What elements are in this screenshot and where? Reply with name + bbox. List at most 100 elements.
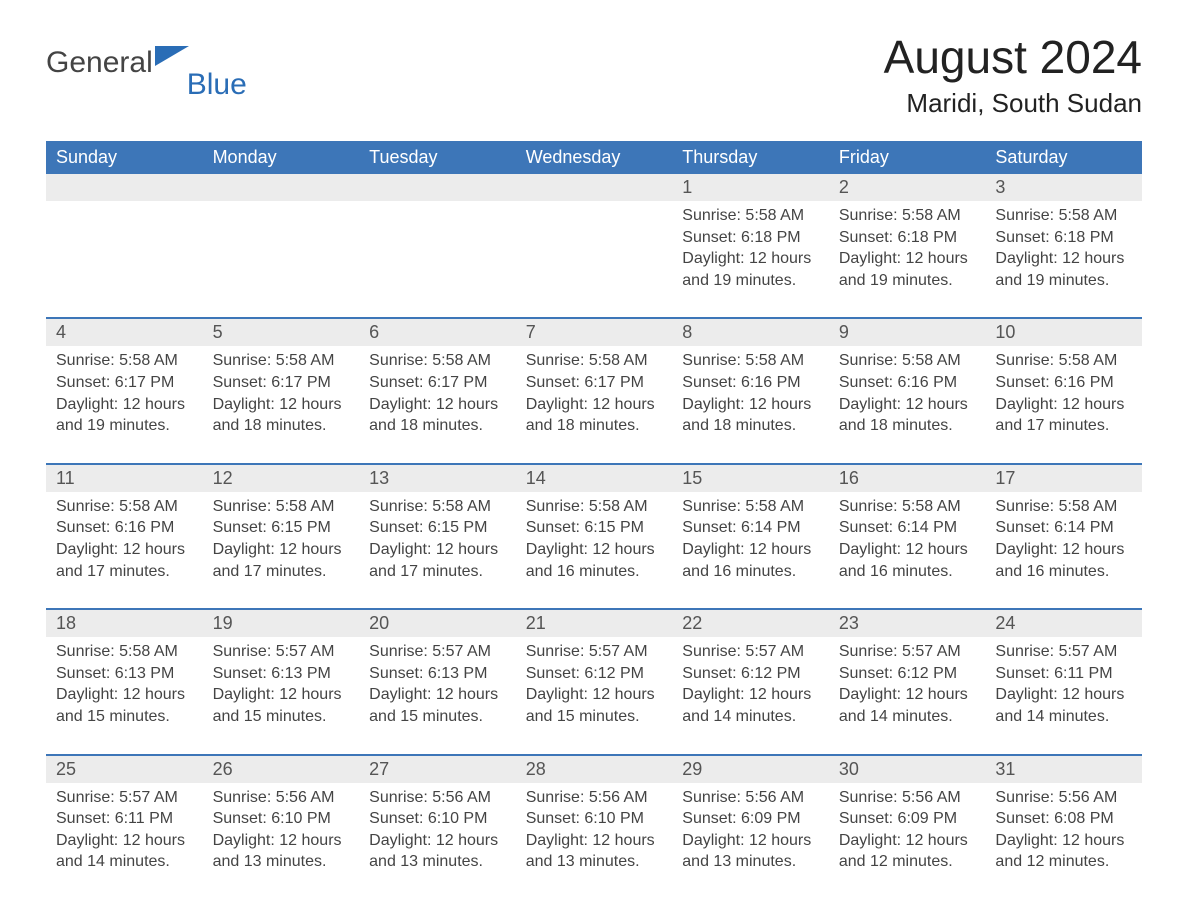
sunrise-text: Sunrise: 5:58 AM <box>213 496 350 518</box>
sunrise-text: Sunrise: 5:57 AM <box>369 641 506 663</box>
top-bar: General Blue August 2024 Maridi, South S… <box>46 30 1142 119</box>
daylight-text: Daylight: 12 hours and 19 minutes. <box>56 394 193 437</box>
day-number <box>46 174 203 201</box>
daylight-text: Daylight: 12 hours and 14 minutes. <box>682 684 819 727</box>
sunrise-text: Sunrise: 5:58 AM <box>682 350 819 372</box>
sunset-text: Sunset: 6:17 PM <box>526 372 663 394</box>
day-cell <box>359 201 516 299</box>
day-number: 21 <box>516 610 673 637</box>
day-cell: Sunrise: 5:57 AMSunset: 6:13 PMDaylight:… <box>203 637 360 735</box>
day-cell <box>203 201 360 299</box>
day-number: 10 <box>985 319 1142 346</box>
daylight-text: Daylight: 12 hours and 18 minutes. <box>213 394 350 437</box>
day-number <box>359 174 516 201</box>
calendar-week: 11121314151617Sunrise: 5:58 AMSunset: 6:… <box>46 463 1142 590</box>
sunrise-text: Sunrise: 5:56 AM <box>682 787 819 809</box>
day-cell: Sunrise: 5:56 AMSunset: 6:10 PMDaylight:… <box>516 783 673 881</box>
daylight-text: Daylight: 12 hours and 18 minutes. <box>839 394 976 437</box>
sunrise-text: Sunrise: 5:56 AM <box>526 787 663 809</box>
sunset-text: Sunset: 6:11 PM <box>995 663 1132 685</box>
sunset-text: Sunset: 6:16 PM <box>995 372 1132 394</box>
day-number: 11 <box>46 465 203 492</box>
sunrise-text: Sunrise: 5:58 AM <box>995 496 1132 518</box>
daylight-text: Daylight: 12 hours and 13 minutes. <box>369 830 506 873</box>
sunset-text: Sunset: 6:15 PM <box>213 517 350 539</box>
sunrise-text: Sunrise: 5:56 AM <box>839 787 976 809</box>
day-number: 31 <box>985 756 1142 783</box>
daylight-text: Daylight: 12 hours and 19 minutes. <box>995 248 1132 291</box>
sunrise-text: Sunrise: 5:58 AM <box>56 496 193 518</box>
day-number: 19 <box>203 610 360 637</box>
daylight-text: Daylight: 12 hours and 18 minutes. <box>682 394 819 437</box>
dow-tuesday: Tuesday <box>359 141 516 174</box>
daynum-row: 11121314151617 <box>46 465 1142 492</box>
day-number <box>516 174 673 201</box>
sunset-text: Sunset: 6:10 PM <box>213 808 350 830</box>
day-cell: Sunrise: 5:58 AMSunset: 6:18 PMDaylight:… <box>829 201 986 299</box>
day-number: 22 <box>672 610 829 637</box>
calendar-week: 25262728293031Sunrise: 5:57 AMSunset: 6:… <box>46 754 1142 881</box>
sunset-text: Sunset: 6:16 PM <box>839 372 976 394</box>
daylight-text: Daylight: 12 hours and 17 minutes. <box>995 394 1132 437</box>
daylight-text: Daylight: 12 hours and 13 minutes. <box>526 830 663 873</box>
daylight-text: Daylight: 12 hours and 18 minutes. <box>369 394 506 437</box>
day-number: 28 <box>516 756 673 783</box>
daylight-text: Daylight: 12 hours and 19 minutes. <box>682 248 819 291</box>
sunrise-text: Sunrise: 5:57 AM <box>682 641 819 663</box>
day-cell: Sunrise: 5:56 AMSunset: 6:10 PMDaylight:… <box>203 783 360 881</box>
day-number: 20 <box>359 610 516 637</box>
sunset-text: Sunset: 6:15 PM <box>526 517 663 539</box>
daylight-text: Daylight: 12 hours and 12 minutes. <box>995 830 1132 873</box>
title-block: August 2024 Maridi, South Sudan <box>884 30 1142 119</box>
day-cell: Sunrise: 5:57 AMSunset: 6:11 PMDaylight:… <box>46 783 203 881</box>
daylight-text: Daylight: 12 hours and 16 minutes. <box>682 539 819 582</box>
day-cell: Sunrise: 5:57 AMSunset: 6:13 PMDaylight:… <box>359 637 516 735</box>
daylight-text: Daylight: 12 hours and 14 minutes. <box>56 830 193 873</box>
sunrise-text: Sunrise: 5:56 AM <box>213 787 350 809</box>
day-cell: Sunrise: 5:58 AMSunset: 6:18 PMDaylight:… <box>672 201 829 299</box>
daylight-text: Daylight: 12 hours and 14 minutes. <box>839 684 976 727</box>
day-number: 25 <box>46 756 203 783</box>
day-cell: Sunrise: 5:58 AMSunset: 6:16 PMDaylight:… <box>672 346 829 444</box>
logo-text-part2: Blue <box>187 68 247 102</box>
sunset-text: Sunset: 6:12 PM <box>682 663 819 685</box>
logo: General Blue <box>46 30 251 80</box>
day-cell: Sunrise: 5:58 AMSunset: 6:15 PMDaylight:… <box>516 492 673 590</box>
sunset-text: Sunset: 6:16 PM <box>56 517 193 539</box>
day-number: 17 <box>985 465 1142 492</box>
day-number: 12 <box>203 465 360 492</box>
day-number: 26 <box>203 756 360 783</box>
location-subtitle: Maridi, South Sudan <box>884 88 1142 119</box>
sunset-text: Sunset: 6:14 PM <box>682 517 819 539</box>
day-cell: Sunrise: 5:57 AMSunset: 6:12 PMDaylight:… <box>516 637 673 735</box>
day-cell: Sunrise: 5:58 AMSunset: 6:17 PMDaylight:… <box>516 346 673 444</box>
day-of-week-header: Sunday Monday Tuesday Wednesday Thursday… <box>46 141 1142 174</box>
daylight-text: Daylight: 12 hours and 17 minutes. <box>213 539 350 582</box>
day-number: 18 <box>46 610 203 637</box>
sunrise-text: Sunrise: 5:58 AM <box>526 496 663 518</box>
sunrise-text: Sunrise: 5:58 AM <box>213 350 350 372</box>
calendar-week: 45678910Sunrise: 5:58 AMSunset: 6:17 PMD… <box>46 317 1142 444</box>
sunrise-text: Sunrise: 5:58 AM <box>839 350 976 372</box>
daylight-text: Daylight: 12 hours and 15 minutes. <box>369 684 506 727</box>
daylight-text: Daylight: 12 hours and 13 minutes. <box>682 830 819 873</box>
day-cell: Sunrise: 5:58 AMSunset: 6:16 PMDaylight:… <box>985 346 1142 444</box>
day-cell: Sunrise: 5:57 AMSunset: 6:12 PMDaylight:… <box>672 637 829 735</box>
daylight-text: Daylight: 12 hours and 18 minutes. <box>526 394 663 437</box>
sunset-text: Sunset: 6:09 PM <box>682 808 819 830</box>
day-cell: Sunrise: 5:58 AMSunset: 6:14 PMDaylight:… <box>829 492 986 590</box>
day-number: 29 <box>672 756 829 783</box>
day-number: 24 <box>985 610 1142 637</box>
daylight-text: Daylight: 12 hours and 15 minutes. <box>213 684 350 727</box>
sunrise-text: Sunrise: 5:58 AM <box>526 350 663 372</box>
day-number: 15 <box>672 465 829 492</box>
daylight-text: Daylight: 12 hours and 16 minutes. <box>526 539 663 582</box>
day-cell: Sunrise: 5:56 AMSunset: 6:10 PMDaylight:… <box>359 783 516 881</box>
sunrise-text: Sunrise: 5:56 AM <box>369 787 506 809</box>
calendar-week: 123Sunrise: 5:58 AMSunset: 6:18 PMDaylig… <box>46 174 1142 299</box>
day-number: 4 <box>46 319 203 346</box>
sunset-text: Sunset: 6:10 PM <box>526 808 663 830</box>
day-cell: Sunrise: 5:58 AMSunset: 6:13 PMDaylight:… <box>46 637 203 735</box>
sunrise-text: Sunrise: 5:57 AM <box>995 641 1132 663</box>
day-cell: Sunrise: 5:58 AMSunset: 6:14 PMDaylight:… <box>985 492 1142 590</box>
